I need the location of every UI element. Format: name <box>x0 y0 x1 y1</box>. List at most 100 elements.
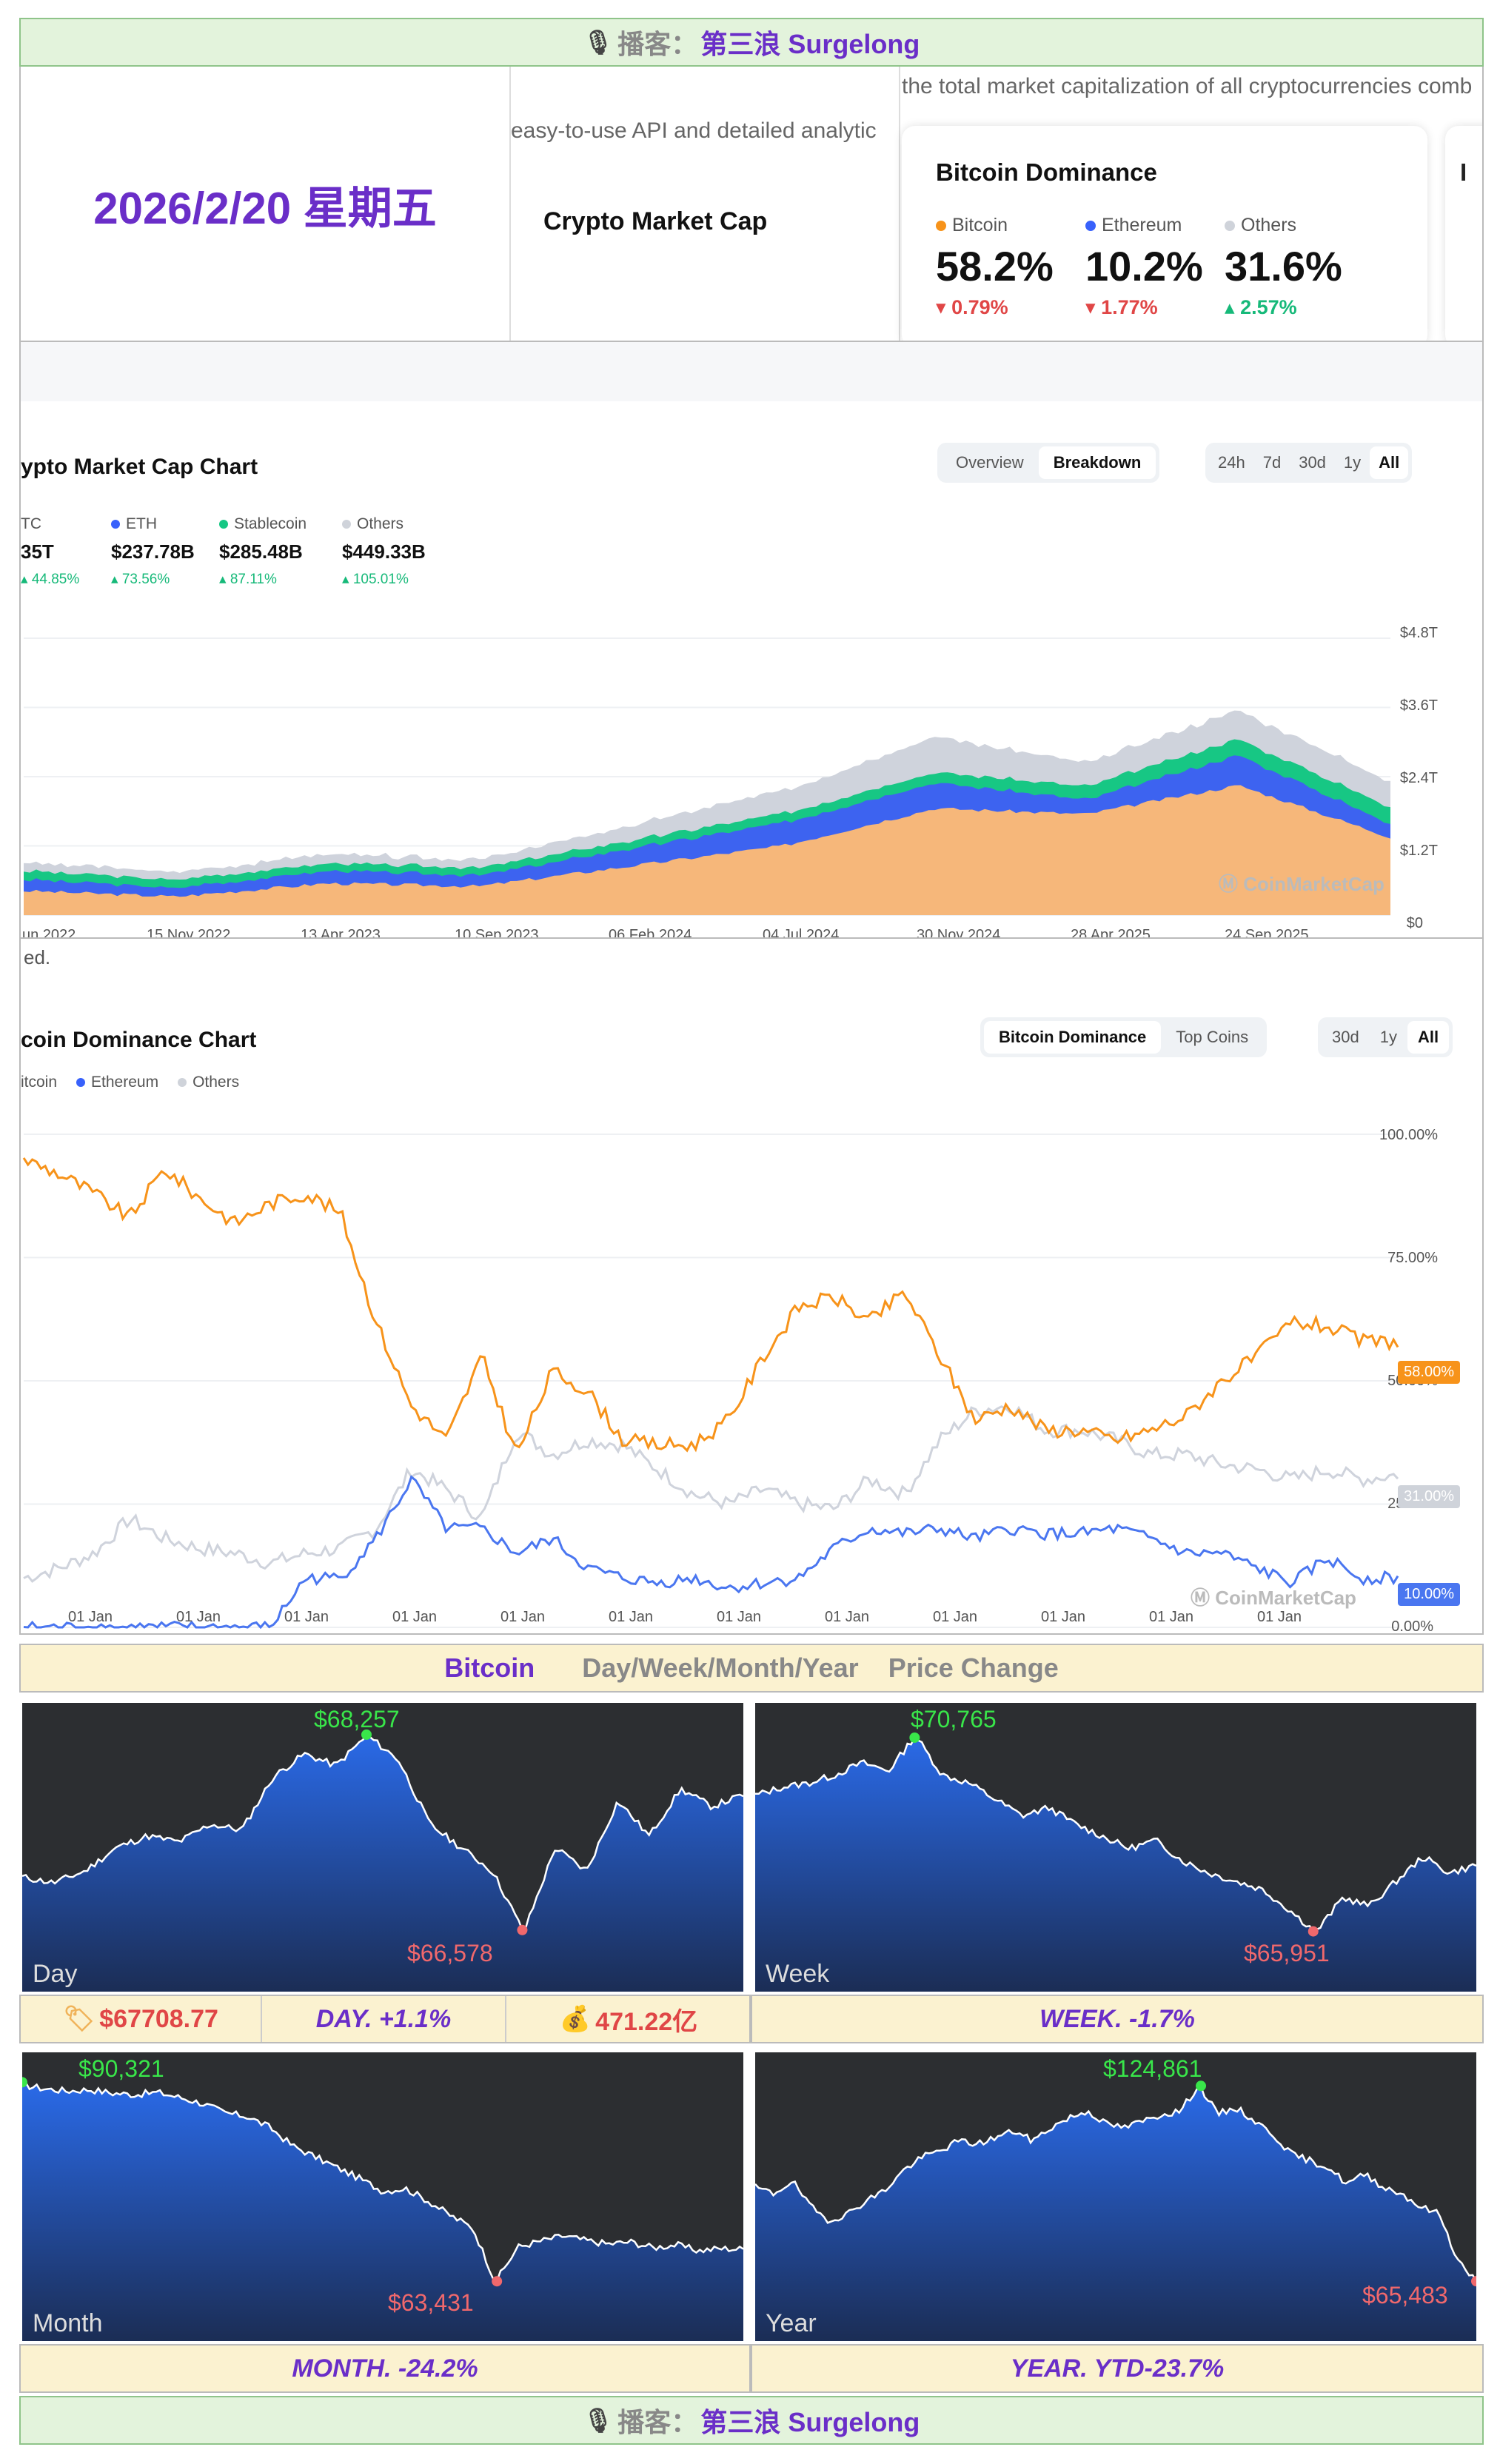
legend-ethereum[interactable]: Ethereum <box>76 1074 158 1091</box>
legend-stablecoin-pct-value: 87.11% <box>230 572 277 587</box>
market-cap-card[interactable]: easy-to-use API and detailed analytic Cr… <box>509 67 900 341</box>
day-stats-bar: 🏷 $67708.77 DAY. +1.1% 💰 471.22亿 <box>19 1995 751 2043</box>
y-tick-2.4t: $2.4T <box>1399 770 1438 786</box>
week-low: $65,951 <box>1244 1940 1330 1966</box>
price-area <box>22 2082 743 2341</box>
x-tick: 01 Jan <box>1257 1609 1302 1625</box>
coinmarketcap-watermark: Ⓜ CoinMarketCap <box>1191 1587 1356 1609</box>
tab-overview[interactable]: Overview <box>956 453 1024 472</box>
price-area <box>22 1734 743 1992</box>
x-tick: 01 Jan <box>933 1609 977 1625</box>
legend-others[interactable]: Others <box>178 1074 239 1091</box>
dominance-eth: Ethereum 10.2% ▾ 1.77% <box>1085 215 1203 319</box>
dominance-btc: Bitcoin 58.2% ▾ 0.79% <box>936 215 1054 319</box>
day-high: $68,257 <box>314 1706 400 1732</box>
range-1y[interactable]: 1y <box>1343 453 1362 472</box>
legend-btc-value: 35T <box>21 540 54 563</box>
range-all[interactable]: All <box>1407 1021 1450 1054</box>
market-cap-title: Crypto Market Cap <box>543 207 768 235</box>
legend-btc-label: TC <box>21 515 41 532</box>
week-label: Week <box>766 1960 830 1988</box>
btc-dot-icon <box>936 220 946 231</box>
market-cap-chart-svg <box>24 637 1390 916</box>
y-tick-100: 100.00% <box>1379 1127 1438 1143</box>
price-tag-icon: 🏷 <box>63 2005 96 2033</box>
legend-eth[interactable]: ETH $237.78B ▴ 73.56% <box>111 515 200 588</box>
dominance-legend: itcoin Ethereum Others <box>21 1074 239 1091</box>
stablecoin-dot-icon <box>219 520 228 529</box>
legend-eth-value: $237.78B <box>111 540 195 563</box>
legend-btc[interactable]: TC 35T ▴ 44.85% <box>21 515 92 588</box>
x-tick: 01 Jan <box>1149 1609 1193 1625</box>
x-tick: 28 Apr 2025 <box>1071 927 1151 939</box>
legend-bitcoin[interactable]: itcoin <box>21 1074 58 1091</box>
eth-dot-icon <box>111 520 120 529</box>
x-tick: 01 Jan <box>392 1609 437 1625</box>
others-dot-icon <box>178 1078 187 1087</box>
x-tick: 06 Feb 2024 <box>609 927 692 939</box>
month-high: $90,321 <box>78 2055 164 2082</box>
range-all[interactable]: All <box>1370 446 1409 479</box>
y-tick-0: 0.00% <box>1391 1618 1433 1635</box>
x-tick: 01 Jan <box>284 1609 329 1625</box>
market-cap-legend: TC 35T ▴ 44.85% ETH $237.78B ▴ 73.56% Stable… <box>21 515 446 588</box>
legend-others[interactable]: Others $449.33B ▴ 105.01% <box>342 515 446 588</box>
eth-label: Ethereum <box>1102 215 1182 235</box>
range-30d[interactable]: 30d <box>1299 453 1326 472</box>
x-tick: 01 Jan <box>176 1609 221 1625</box>
legend-stablecoin[interactable]: Stablecoin $285.48B ▴ 87.11% <box>219 515 323 588</box>
eth-current-tag: 10.00% <box>1398 1583 1460 1606</box>
header-bitcoin: Bitcoin <box>444 1653 535 1683</box>
coinmarketcap-watermark: Ⓜ CoinMarketCap <box>1219 873 1385 895</box>
week-high: $70,765 <box>911 1706 997 1732</box>
volume-value: 471.22亿 <box>595 2007 698 2036</box>
high-marker <box>909 1732 920 1743</box>
coins-icon: 💰 <box>559 2005 592 2033</box>
x-tick: 01 Jan <box>1041 1609 1085 1625</box>
price-change-header: Bitcoin Day/Week/Month/Year Price Change <box>19 1644 1484 1693</box>
price-line <box>22 2081 743 2283</box>
dominance-range-toggle: 30d 1y All <box>1318 1017 1453 1057</box>
y-tick-0: $0 <box>1406 915 1423 931</box>
dominance-chart-svg: 01 Jan 01 Jan 01 Jan 01 Jan 01 Jan 01 Jan 01 J… <box>22 1134 1399 1630</box>
others-change: ▴ 2.57% <box>1225 296 1297 318</box>
x-tick: 15 Nov 2022 <box>147 927 231 939</box>
eth-change: ▾ 1.77% <box>1085 296 1158 318</box>
tab-breakdown[interactable]: Breakdown <box>1038 446 1156 479</box>
day-chart <box>22 1729 743 1992</box>
next-card[interactable]: I <box>1445 126 1482 341</box>
y-tick-3.6t: $3.6T <box>1399 697 1438 714</box>
range-24h[interactable]: 24h <box>1218 453 1245 472</box>
day-change: DAY. +1.1% <box>262 1996 506 2042</box>
market-cap-snippet: easy-to-use API and detailed analytic <box>511 118 877 143</box>
dominance-card[interactable]: Bitcoin Dominance Bitcoin 58.2% ▾ 0.79% … <box>902 126 1427 341</box>
month-low: $63,431 <box>388 2289 474 2316</box>
x-tick: un 2022 <box>22 927 76 939</box>
others-value: 31.6% <box>1225 243 1342 289</box>
tab-bitcoin-dominance[interactable]: Bitcoin Dominance <box>984 1021 1162 1054</box>
line-bitcoin <box>22 1157 1399 1453</box>
legend-stablecoin-pct: ▴ 87.11% <box>219 572 277 587</box>
watermark-text: CoinMarketCap <box>1215 1587 1356 1609</box>
legend-others-label: Others <box>192 1074 240 1091</box>
btc-label: Bitcoin <box>952 215 1008 235</box>
legend-btc-pct: ▴ 44.85% <box>21 572 80 587</box>
year-high: $124,861 <box>1103 2055 1202 2082</box>
volume-cell: 💰 471.22亿 <box>506 1996 751 2042</box>
bottom-banner: 🎙 播客： 第三浪 Surgelong <box>19 2396 1484 2445</box>
tab-top-coins[interactable]: Top Coins <box>1176 1028 1249 1046</box>
range-1y[interactable]: 1y <box>1379 1028 1397 1046</box>
footnote: ed. <box>24 946 51 968</box>
watermark-text: CoinMarketCap <box>1243 873 1385 895</box>
others-change-value: 2.57% <box>1240 296 1297 318</box>
year-chart <box>755 2080 1476 2341</box>
dominance-title: Bitcoin Dominance <box>936 158 1157 186</box>
price-area <box>755 1738 1476 1992</box>
month-panel: $90,321 $63,431 Month <box>22 2052 743 2341</box>
range-30d[interactable]: 30d <box>1332 1028 1359 1046</box>
current-price: $67708.77 <box>99 2004 218 2033</box>
eth-dot-icon <box>1085 220 1096 231</box>
price-line <box>755 1736 1476 1933</box>
low-marker <box>1471 2276 1476 2287</box>
range-7d[interactable]: 7d <box>1262 453 1282 472</box>
